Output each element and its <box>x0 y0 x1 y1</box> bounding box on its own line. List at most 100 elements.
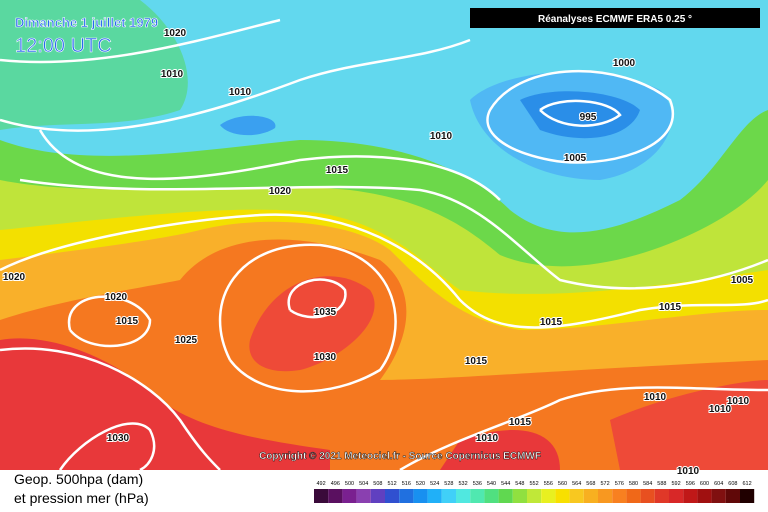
scale-label: 612 <box>743 481 752 487</box>
isobar-label: 1030 <box>107 433 130 444</box>
scale-label: 536 <box>473 481 482 487</box>
scale-swatch <box>555 489 570 503</box>
isobar-label: 1000 <box>613 58 636 69</box>
scale-label: 604 <box>714 481 723 487</box>
isobar-label: 1020 <box>3 272 26 283</box>
isobar-label: 1015 <box>116 316 139 327</box>
scale-swatch <box>399 489 414 503</box>
scale-label: 528 <box>444 481 453 487</box>
isobar-label: 1010 <box>161 69 184 80</box>
scale-label: 540 <box>487 481 496 487</box>
isobar-label: 1035 <box>314 307 337 318</box>
scale-label: 600 <box>700 481 709 487</box>
scale-label: 584 <box>643 481 652 487</box>
scale-swatch <box>725 489 740 503</box>
isobar-label: 1030 <box>314 352 337 363</box>
isobar-label: 1010 <box>709 404 732 415</box>
scale-label: 524 <box>430 481 439 487</box>
isobar-label: 1015 <box>540 317 563 328</box>
scale-label: 564 <box>572 481 581 487</box>
scale-label: 492 <box>317 481 326 487</box>
scale-label: 556 <box>544 481 553 487</box>
scale-label: 576 <box>615 481 624 487</box>
scale-swatch <box>626 489 641 503</box>
time: 12:00 UTC <box>15 35 112 57</box>
scale-swatch <box>427 489 442 503</box>
field <box>0 239 768 470</box>
scale-label: 508 <box>373 481 382 487</box>
scale-label: 608 <box>728 481 737 487</box>
scale-label: 504 <box>359 481 368 487</box>
scale-swatch <box>441 489 456 503</box>
scale-swatch <box>654 489 669 503</box>
isobars <box>0 18 768 472</box>
isobar-label: 1015 <box>509 417 532 428</box>
scale-swatch <box>484 489 499 503</box>
field <box>0 0 188 130</box>
scale-swatch <box>569 489 584 503</box>
isobar-label: 1025 <box>175 335 198 346</box>
scale-label: 572 <box>601 481 610 487</box>
isobar-label: 1010 <box>644 392 667 403</box>
scale-label: 516 <box>402 481 411 487</box>
isobar-label: 1015 <box>326 165 349 176</box>
scale-label: 532 <box>459 481 468 487</box>
isobar-label: 1010 <box>677 466 700 477</box>
isobar-label: 1020 <box>105 292 128 303</box>
isobar-label: 1020 <box>164 28 187 39</box>
scale-swatch <box>356 489 371 503</box>
isobar-label: 995 <box>580 112 597 123</box>
field <box>610 380 768 470</box>
scale-swatch <box>683 489 698 503</box>
scale-swatch <box>598 489 613 503</box>
field <box>220 115 276 136</box>
isobar-label: 1015 <box>465 356 488 367</box>
scale-swatch <box>640 489 655 503</box>
scale-swatch <box>470 489 485 503</box>
scale-label: 552 <box>530 481 539 487</box>
date: Dimanche 1 juillet 1979 <box>15 15 158 30</box>
scale-swatch <box>498 489 513 503</box>
scale-label: 512 <box>388 481 397 487</box>
scale-swatch <box>456 489 471 503</box>
scale-swatch <box>583 489 598 503</box>
scale-label: 548 <box>515 481 524 487</box>
scale-label: 544 <box>501 481 510 487</box>
isobar-label: 1010 <box>229 87 252 98</box>
scale-swatch <box>370 489 385 503</box>
source: Réanalyses ECMWF ERA5 0.25 ° <box>538 14 692 25</box>
isobar-label: 1010 <box>430 131 453 142</box>
scale-swatch <box>697 489 712 503</box>
scale-swatch <box>328 489 343 503</box>
scale-swatch <box>612 489 627 503</box>
field <box>440 430 560 470</box>
copyright: Copyright © 2021 Meteociel.fr - Source C… <box>259 451 541 462</box>
scale-swatch <box>413 489 428 503</box>
legend-title: Geop. 500hpa (dam) <box>14 471 143 487</box>
scale-swatch <box>314 489 329 503</box>
scale-swatch <box>527 489 542 503</box>
scale-label: 592 <box>672 481 681 487</box>
isobar-label: 1015 <box>659 302 682 313</box>
isobar-label: 1005 <box>731 275 754 286</box>
scale-swatch <box>385 489 400 503</box>
scale-label: 588 <box>657 481 666 487</box>
isobar-label: 1005 <box>564 153 587 164</box>
isobar-label: 1010 <box>476 433 499 444</box>
scale-label: 580 <box>629 481 638 487</box>
scale-label: 520 <box>416 481 425 487</box>
isobar-label: 1010 <box>727 396 750 407</box>
scale-swatch <box>711 489 726 503</box>
scale-label: 596 <box>686 481 695 487</box>
scale-swatch <box>541 489 556 503</box>
scale-label: 560 <box>558 481 567 487</box>
scale-swatch <box>669 489 684 503</box>
scale-label: 568 <box>586 481 595 487</box>
scale-label: 496 <box>331 481 340 487</box>
legend-title: et pression mer (hPa) <box>14 490 149 506</box>
isobar-label: 1020 <box>269 186 292 197</box>
field <box>520 91 640 139</box>
scale-label: 500 <box>345 481 354 487</box>
scale-swatch <box>512 489 527 503</box>
source-box <box>470 8 760 28</box>
